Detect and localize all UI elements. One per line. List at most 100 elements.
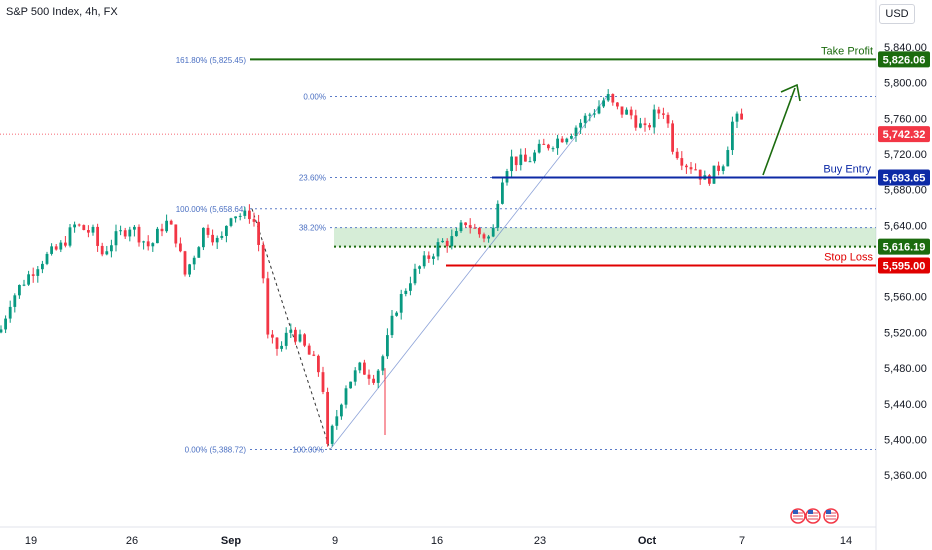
candle-body bbox=[123, 230, 127, 237]
candle-body bbox=[418, 266, 421, 269]
candle-body bbox=[312, 354, 316, 356]
us-flag-event-icon[interactable] bbox=[790, 508, 806, 524]
candle-body bbox=[229, 218, 233, 226]
candle-body bbox=[238, 215, 242, 217]
candle-body bbox=[4, 318, 7, 330]
candle-body bbox=[445, 240, 449, 247]
candle-body bbox=[501, 182, 504, 204]
candle-body bbox=[496, 203, 500, 228]
candle-body bbox=[639, 123, 642, 128]
candle-body bbox=[321, 372, 325, 392]
y-tick-label: 5,640.00 bbox=[884, 220, 927, 232]
y-tick-label: 5,800.00 bbox=[884, 78, 927, 90]
candle-body bbox=[18, 284, 21, 296]
candle-body bbox=[717, 165, 720, 171]
candle-body bbox=[478, 228, 481, 235]
candle-body bbox=[459, 222, 463, 232]
x-tick-label: Sep bbox=[221, 535, 241, 547]
currency-button[interactable]: USD bbox=[879, 4, 915, 24]
y-tick-label: 5,400.00 bbox=[884, 434, 927, 446]
projection-arrow-shaft bbox=[762, 87, 796, 176]
us-flag-event-icon[interactable] bbox=[823, 508, 839, 524]
candle-body bbox=[344, 388, 348, 405]
take-profit-price-badge-label: 5,826.06 bbox=[883, 54, 926, 66]
candle-body bbox=[179, 243, 182, 252]
candle-body bbox=[54, 246, 58, 250]
flag-canton bbox=[793, 510, 798, 514]
candle-body bbox=[353, 370, 357, 382]
candle-body bbox=[367, 374, 371, 379]
candle-body bbox=[68, 227, 72, 246]
candle-body bbox=[441, 240, 444, 243]
flag-canton bbox=[826, 510, 831, 514]
candle-body bbox=[91, 226, 95, 233]
fib-level-label: 0.00% bbox=[303, 93, 326, 102]
candle-body bbox=[450, 236, 454, 247]
candle-body bbox=[524, 154, 527, 162]
candle-body bbox=[284, 332, 288, 346]
candle-body bbox=[340, 404, 343, 417]
candle-body bbox=[514, 156, 518, 166]
candle-body bbox=[317, 355, 320, 373]
candle-body bbox=[96, 226, 99, 246]
candle-body bbox=[556, 138, 559, 149]
candle-body bbox=[560, 138, 564, 143]
candle-body bbox=[726, 150, 730, 167]
fib-level-label: 100.00% bbox=[292, 445, 324, 454]
candle-body bbox=[675, 151, 679, 159]
us-flag-event-icon[interactable] bbox=[805, 508, 821, 524]
candle-body bbox=[82, 225, 86, 231]
candle-body bbox=[330, 425, 334, 444]
fib-level-label: 23.60% bbox=[299, 174, 326, 183]
stop-loss-label: Stop Loss bbox=[824, 252, 873, 264]
y-tick-label: 5,560.00 bbox=[884, 292, 927, 304]
y-tick-label: 5,840.00 bbox=[884, 42, 927, 54]
chart-title: S&P 500 Index, 4h, FX bbox=[6, 6, 118, 18]
candle-body bbox=[528, 161, 532, 163]
candle-body bbox=[698, 169, 702, 180]
support-price-badge-label: 5,616.19 bbox=[883, 242, 926, 254]
projection-arrow-head bbox=[780, 83, 801, 102]
candle-body bbox=[648, 125, 651, 128]
fib-level-label: 0.00% (5,388.72) bbox=[185, 445, 247, 454]
y-tick-label: 5,440.00 bbox=[884, 399, 927, 411]
candle-body bbox=[174, 224, 178, 244]
candle-body bbox=[41, 263, 44, 270]
candle-body bbox=[142, 241, 145, 243]
candle-body bbox=[386, 335, 389, 357]
candle-body bbox=[689, 167, 693, 170]
y-tick-label: 5,720.00 bbox=[884, 149, 927, 161]
candle-body bbox=[413, 268, 417, 284]
candle-body bbox=[574, 127, 578, 137]
candle-body bbox=[629, 109, 633, 116]
candle-body bbox=[381, 356, 385, 371]
x-tick-label: Oct bbox=[638, 535, 657, 547]
stop-loss-price-badge-label: 5,595.00 bbox=[883, 261, 926, 273]
candle-body bbox=[468, 225, 472, 228]
x-tick-label: 19 bbox=[25, 535, 37, 547]
candle-body bbox=[671, 123, 674, 152]
x-tick-label: 9 bbox=[332, 535, 338, 547]
candle-body bbox=[358, 362, 362, 371]
candle-body bbox=[565, 138, 569, 143]
candle-body bbox=[59, 242, 63, 250]
candle-body bbox=[652, 109, 656, 128]
x-tick-label: 16 bbox=[431, 535, 443, 547]
candle-body bbox=[45, 253, 49, 264]
candle-body bbox=[519, 154, 523, 166]
candle-body bbox=[409, 283, 412, 291]
candle-body bbox=[735, 113, 739, 122]
candle-body bbox=[202, 227, 205, 248]
candle-body bbox=[597, 106, 601, 114]
buy-entry-label: Buy Entry bbox=[823, 164, 871, 176]
candle-body bbox=[100, 245, 104, 255]
candle-body bbox=[73, 224, 76, 228]
candle-body bbox=[146, 241, 150, 247]
candle-body bbox=[326, 391, 329, 444]
candle-body bbox=[602, 100, 605, 107]
candle-body bbox=[294, 329, 297, 342]
candle-body bbox=[119, 230, 122, 232]
x-tick-label: 23 bbox=[534, 535, 546, 547]
candle-body bbox=[220, 235, 224, 238]
